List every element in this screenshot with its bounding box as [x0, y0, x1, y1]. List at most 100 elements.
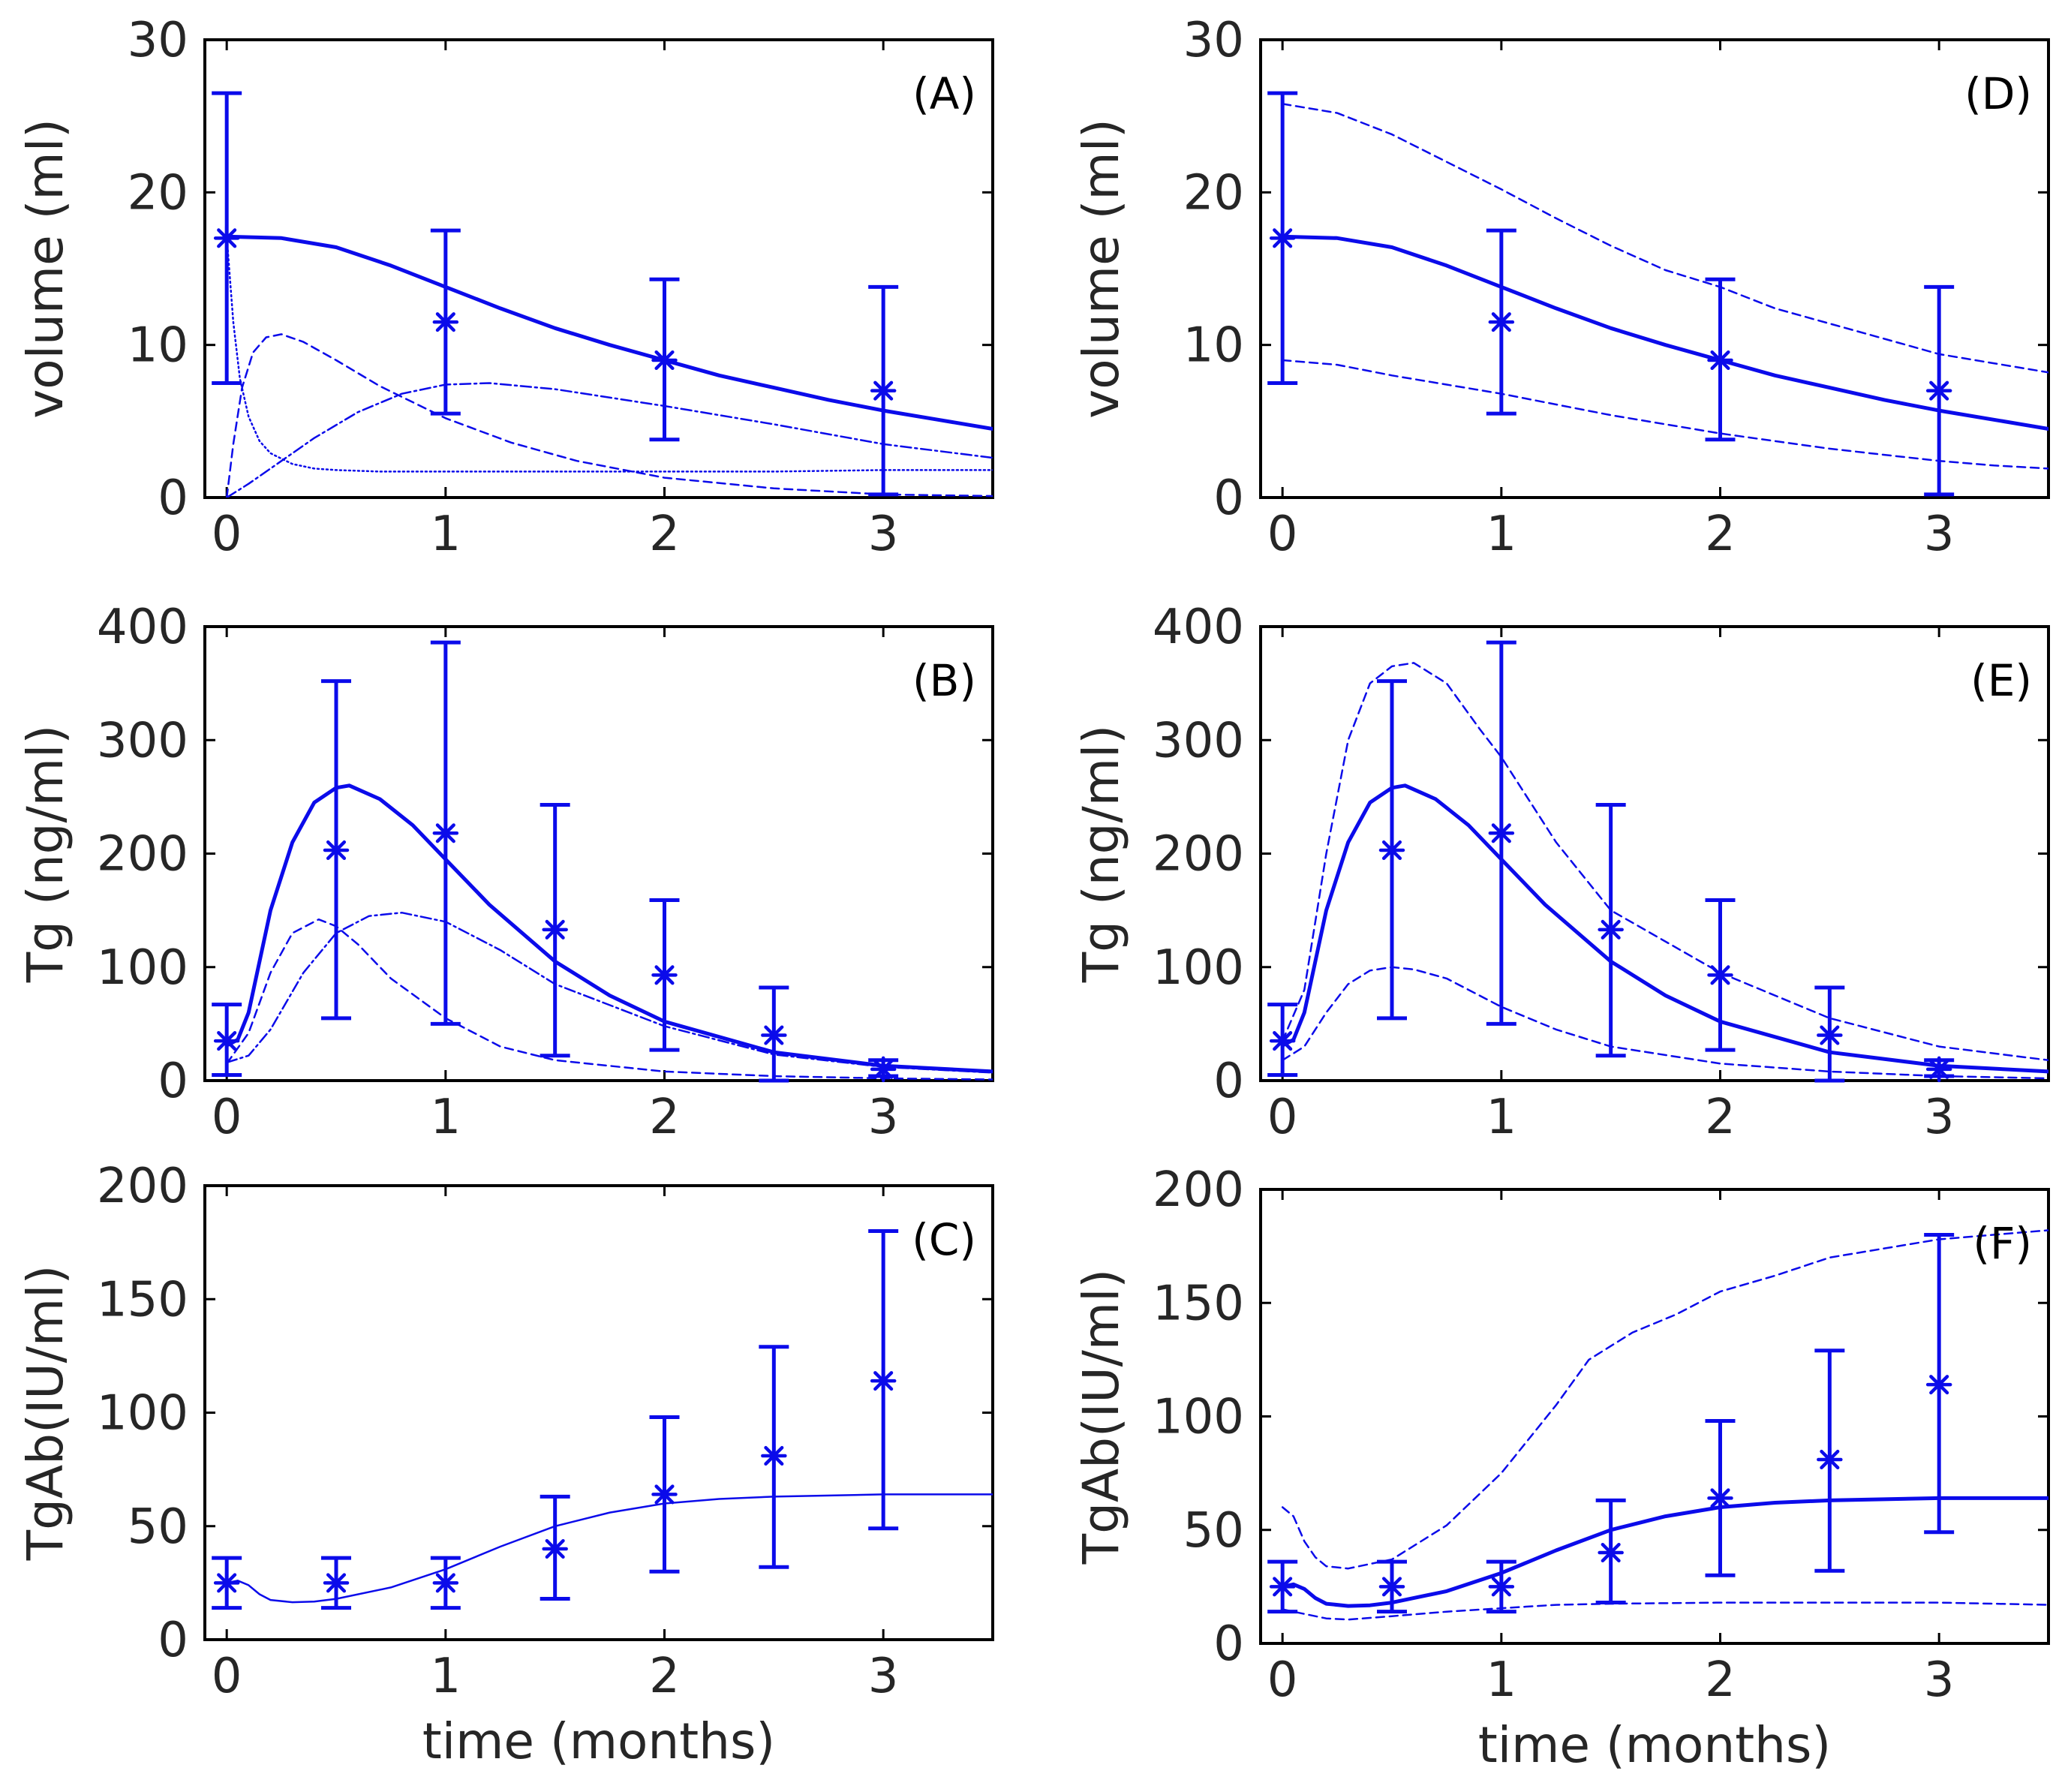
data-point-marker — [1488, 820, 1515, 846]
y-tick-label: 0 — [1213, 471, 1244, 526]
x-tick-label: 2 — [649, 1090, 680, 1145]
panel-label: (B) — [912, 655, 976, 706]
data-point-marker — [1925, 1056, 1952, 1083]
y-tick-label: 400 — [1153, 600, 1244, 655]
series-line-upper-bound — [1281, 103, 2048, 374]
axes-frame — [203, 1184, 994, 1641]
data-point-marker — [213, 225, 240, 251]
x-tick-label: 0 — [212, 1090, 242, 1145]
data-point-marker — [1817, 1022, 1843, 1048]
y-tick-label: 400 — [97, 600, 188, 655]
data-point-marker — [651, 1481, 678, 1508]
x-tick-label: 1 — [430, 507, 461, 562]
axes-frame — [203, 38, 994, 499]
x-tick-label: 3 — [868, 507, 899, 562]
data-point-marker — [1488, 1574, 1515, 1600]
data-point-marker — [1707, 1485, 1733, 1511]
y-tick-label: 30 — [1183, 13, 1244, 68]
plot-area — [224, 234, 993, 498]
series-line-component-2 — [225, 911, 993, 1074]
y-axis-label: volume (ml) — [1072, 119, 1130, 419]
series-line-upper-bound — [1281, 662, 2048, 1062]
x-tick-label: 3 — [1924, 507, 1955, 562]
data-point-marker — [1598, 916, 1624, 943]
plot-area — [224, 783, 993, 1081]
x-tick-label: 0 — [1267, 1090, 1298, 1145]
axes-frame — [1259, 1188, 2050, 1645]
y-tick-label: 10 — [128, 318, 188, 374]
data-point-marker — [1269, 225, 1296, 251]
y-tick-label: 300 — [97, 713, 188, 768]
x-tick-label: 1 — [1486, 1652, 1516, 1708]
data-point-marker — [1817, 1446, 1843, 1473]
axes-frame — [1259, 625, 2050, 1082]
series-line-model — [1280, 234, 2048, 431]
y-tick-label: 200 — [97, 827, 188, 882]
panel-label: (E) — [1970, 655, 2032, 706]
y-tick-label: 50 — [1183, 1503, 1244, 1559]
data-point-marker — [1269, 1574, 1296, 1600]
data-point-marker — [432, 308, 459, 335]
x-tick-label: 1 — [430, 1090, 461, 1145]
y-tick-label: 30 — [128, 13, 188, 68]
y-tick-label: 0 — [158, 1613, 188, 1668]
data-point-marker — [761, 1442, 787, 1469]
data-point-marker — [1378, 1574, 1405, 1600]
x-tick-label: 2 — [649, 1649, 680, 1704]
data-point-marker — [542, 916, 568, 943]
x-tick-label: 2 — [1705, 507, 1736, 562]
data-point-marker — [1707, 347, 1733, 374]
series-line-model-total — [224, 783, 993, 1074]
y-tick-label: 100 — [1153, 940, 1244, 996]
x-tick-label: 0 — [1267, 507, 1298, 562]
x-tick-label: 1 — [430, 1649, 461, 1704]
panel-label: (F) — [1973, 1218, 2032, 1269]
y-tick-label: 0 — [1213, 1054, 1244, 1109]
data-point-marker — [1378, 837, 1405, 864]
x-tick-label: 0 — [1267, 1652, 1298, 1708]
x-tick-label: 2 — [1705, 1090, 1736, 1145]
data-point-marker — [432, 1570, 459, 1596]
axes-frame — [203, 625, 994, 1082]
x-tick-label: 1 — [1486, 507, 1516, 562]
series-line-component-1 — [225, 918, 993, 1081]
x-tick-label: 3 — [1924, 1090, 1955, 1145]
y-tick-label: 100 — [97, 1386, 188, 1442]
y-tick-label: 0 — [158, 471, 188, 526]
series-line-model-total — [224, 234, 993, 431]
y-tick-label: 300 — [1153, 713, 1244, 768]
y-tick-label: 100 — [1153, 1390, 1244, 1445]
y-tick-label: 50 — [128, 1499, 188, 1555]
panel-e: 0 1 2 3 0 100 200 300 400 Tg (ng/ml) (E) — [1072, 600, 2050, 1145]
y-tick-label: 0 — [1213, 1616, 1244, 1672]
y-axis-label: TgAb(IU/ml) — [1072, 1269, 1130, 1565]
series-line-model — [225, 1493, 993, 1604]
data-point-marker — [323, 1570, 350, 1596]
y-tick-label: 20 — [1183, 165, 1244, 221]
panel-c: 0 1 2 3 0 50 100 150 200 TgAb(IU/ml) time (months)… — [17, 1159, 994, 1770]
series-line-model — [1280, 1496, 2048, 1608]
axes-frame — [1259, 38, 2050, 499]
x-axis-label: time (months) — [422, 1712, 775, 1770]
panel-b: 0 1 2 3 0 100 200 300 400 Tg (ng/ml) (B) — [17, 600, 994, 1145]
series-line-lower-bound — [1281, 966, 2048, 1080]
data-point-marker — [1925, 1371, 1952, 1398]
data-point-marker — [323, 837, 350, 864]
plot-area — [225, 1493, 993, 1604]
x-tick-label: 0 — [212, 507, 242, 562]
y-tick-label: 100 — [97, 940, 188, 996]
data-point-marker — [432, 820, 459, 846]
y-tick-label: 150 — [1153, 1276, 1244, 1331]
plot-area — [1280, 103, 2048, 470]
x-tick-label: 3 — [868, 1649, 899, 1704]
x-axis-label: time (months) — [1478, 1716, 1831, 1774]
data-point-marker — [1598, 1539, 1624, 1566]
panel-label: (D) — [1964, 68, 2032, 119]
y-tick-label: 200 — [97, 1159, 188, 1214]
data-point-marker — [761, 1022, 787, 1048]
x-tick-label: 3 — [868, 1090, 899, 1145]
series-line-upper-bound — [1281, 1229, 2048, 1570]
data-point-marker — [870, 1056, 897, 1083]
data-point-marker — [542, 1535, 568, 1562]
